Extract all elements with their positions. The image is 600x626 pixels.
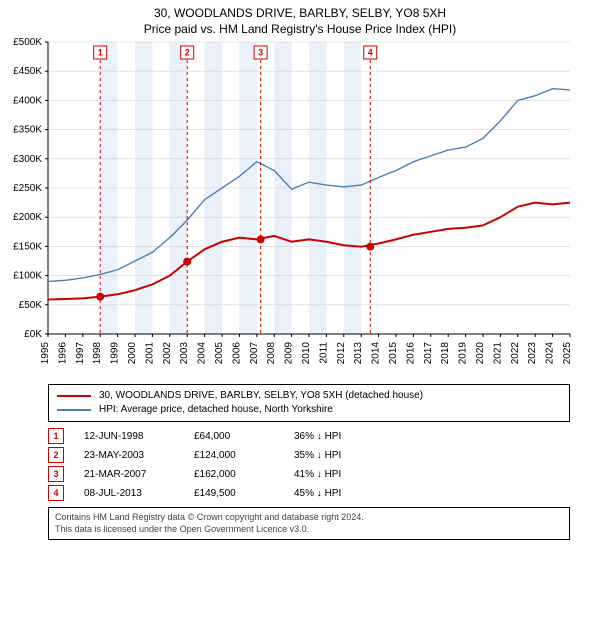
svg-text:2003: 2003 xyxy=(179,342,190,365)
legend-row: HPI: Average price, detached house, Nort… xyxy=(57,403,561,417)
row-price: £124,000 xyxy=(194,450,274,461)
svg-text:2022: 2022 xyxy=(510,342,521,365)
svg-text:2001: 2001 xyxy=(144,342,155,365)
row-price: £162,000 xyxy=(194,469,274,480)
row-price: £149,500 xyxy=(194,488,274,499)
svg-text:2023: 2023 xyxy=(527,342,538,365)
svg-text:£100K: £100K xyxy=(13,271,42,282)
svg-text:£450K: £450K xyxy=(13,66,42,77)
svg-text:2: 2 xyxy=(185,48,190,58)
sales-table: 1 12-JUN-1998 £64,000 36% ↓ HPI 2 23-MAY-2003… xyxy=(48,428,570,501)
footer-line-2: This data is licensed under the Open Gov… xyxy=(55,524,563,536)
svg-text:2002: 2002 xyxy=(162,342,173,365)
legend-row: 30, WOODLANDS DRIVE, BARLBY, SELBY, YO8 … xyxy=(57,389,561,403)
svg-text:2025: 2025 xyxy=(562,342,573,365)
table-row: 3 21-MAR-2007 £162,000 41% ↓ HPI xyxy=(48,466,570,482)
svg-text:2007: 2007 xyxy=(249,342,260,365)
svg-text:£500K: £500K xyxy=(13,37,42,48)
table-row: 2 23-MAY-2003 £124,000 35% ↓ HPI xyxy=(48,447,570,463)
table-row: 1 12-JUN-1998 £64,000 36% ↓ HPI xyxy=(48,428,570,444)
svg-text:2013: 2013 xyxy=(353,342,364,365)
legend: 30, WOODLANDS DRIVE, BARLBY, SELBY, YO8 … xyxy=(48,384,570,422)
svg-text:£350K: £350K xyxy=(13,125,42,136)
svg-text:£400K: £400K xyxy=(13,95,42,106)
svg-text:£200K: £200K xyxy=(13,212,42,223)
svg-text:2016: 2016 xyxy=(405,342,416,365)
svg-text:2012: 2012 xyxy=(336,342,347,365)
svg-text:2019: 2019 xyxy=(458,342,469,365)
row-date: 23-MAY-2003 xyxy=(84,450,174,461)
svg-text:2017: 2017 xyxy=(423,342,434,365)
svg-text:1997: 1997 xyxy=(75,342,86,365)
row-date: 21-MAR-2007 xyxy=(84,469,174,480)
row-marker: 4 xyxy=(48,485,64,501)
svg-text:3: 3 xyxy=(258,48,263,58)
row-pct: 41% ↓ HPI xyxy=(294,469,384,480)
svg-text:2014: 2014 xyxy=(371,342,382,365)
title-line-1: 30, WOODLANDS DRIVE, BARLBY, SELBY, YO8 … xyxy=(0,6,600,20)
svg-text:£50K: £50K xyxy=(19,300,43,311)
legend-label: HPI: Average price, detached house, Nort… xyxy=(99,403,333,417)
price-chart: £0K £50K £100K £150K £200K £250K £300K £350K £40… xyxy=(0,36,600,376)
row-date: 08-JUL-2013 xyxy=(84,488,174,499)
svg-text:2021: 2021 xyxy=(492,342,503,365)
row-marker: 1 xyxy=(48,428,64,444)
row-price: £64,000 xyxy=(194,431,274,442)
title-line-2: Price paid vs. HM Land Registry's House … xyxy=(0,22,600,36)
svg-text:2020: 2020 xyxy=(475,342,486,365)
svg-text:£150K: £150K xyxy=(13,241,42,252)
row-marker: 2 xyxy=(48,447,64,463)
row-pct: 36% ↓ HPI xyxy=(294,431,384,442)
svg-text:2005: 2005 xyxy=(214,342,225,365)
legend-label: 30, WOODLANDS DRIVE, BARLBY, SELBY, YO8 … xyxy=(99,389,423,403)
svg-text:2009: 2009 xyxy=(284,342,295,365)
svg-text:2024: 2024 xyxy=(545,342,556,365)
row-pct: 45% ↓ HPI xyxy=(294,488,384,499)
row-date: 12-JUN-1998 xyxy=(84,431,174,442)
svg-text:1995: 1995 xyxy=(40,342,51,365)
svg-text:4: 4 xyxy=(368,48,373,58)
table-row: 4 08-JUL-2013 £149,500 45% ↓ HPI xyxy=(48,485,570,501)
svg-text:2008: 2008 xyxy=(266,342,277,365)
svg-text:2000: 2000 xyxy=(127,342,138,365)
svg-text:2015: 2015 xyxy=(388,342,399,365)
svg-text:1: 1 xyxy=(98,48,103,58)
svg-text:2004: 2004 xyxy=(197,342,208,365)
svg-text:1998: 1998 xyxy=(92,342,103,365)
svg-text:1999: 1999 xyxy=(110,342,121,365)
svg-text:2006: 2006 xyxy=(231,342,242,365)
row-marker: 3 xyxy=(48,466,64,482)
svg-text:£250K: £250K xyxy=(13,183,42,194)
legend-swatch xyxy=(57,409,91,411)
footer-licence: Contains HM Land Registry data © Crown c… xyxy=(48,507,570,540)
svg-text:2010: 2010 xyxy=(301,342,312,365)
svg-text:2018: 2018 xyxy=(440,342,451,365)
svg-text:2011: 2011 xyxy=(318,342,329,364)
legend-swatch xyxy=(57,395,91,397)
svg-text:£300K: £300K xyxy=(13,154,42,165)
footer-line-1: Contains HM Land Registry data © Crown c… xyxy=(55,512,563,524)
svg-text:1996: 1996 xyxy=(57,342,68,365)
row-pct: 35% ↓ HPI xyxy=(294,450,384,461)
svg-text:£0K: £0K xyxy=(24,329,42,340)
